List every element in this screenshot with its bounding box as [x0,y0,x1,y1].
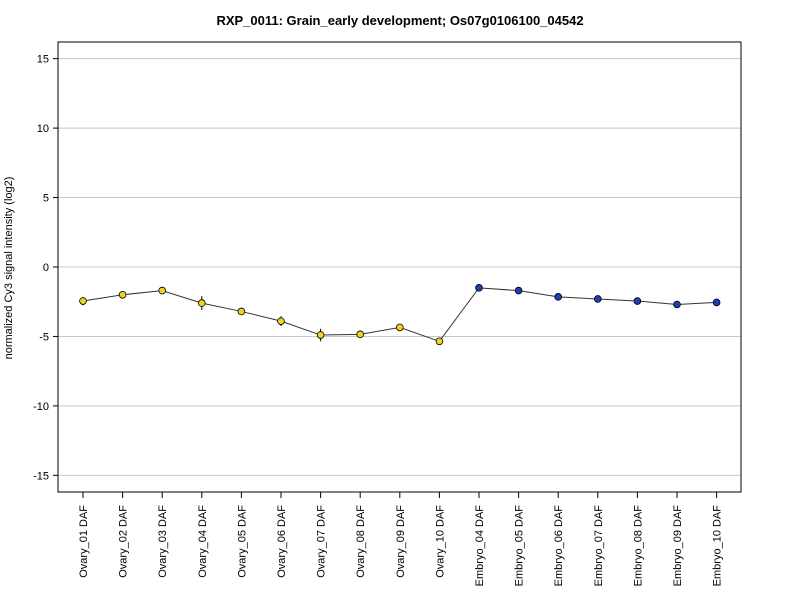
data-point [198,299,206,307]
y-tick-label: -5 [39,331,49,343]
x-tick-label: Ovary_04 DAF [197,505,209,578]
data-point [712,298,721,307]
data-point [118,290,127,299]
y-tick-label: -10 [33,401,49,413]
data-point [356,330,365,339]
data-point [237,307,246,316]
x-tick-label: Ovary_09 DAF [395,505,407,578]
x-tick-label: Embryo_10 DAF [712,505,724,587]
y-tick-label: -15 [33,470,49,482]
data-point [435,337,444,346]
x-tick-label: Ovary_02 DAF [118,505,130,578]
data-point [158,286,167,295]
data-point [475,284,483,292]
y-tick-label: 5 [43,193,49,205]
data-point [395,323,404,332]
chart-title: RXP_0011: Grain_early development; Os07g… [216,13,584,28]
x-tick-label: Ovary_03 DAF [157,505,169,578]
x-axis: Ovary_01 DAF Ovary_02 DAF Ovary_03 DAF Ovar… [78,492,724,586]
grid-lines [58,58,741,476]
data-point [673,300,681,309]
data-point [514,286,523,295]
data-point [79,297,87,305]
y-tick-label: 15 [37,54,49,66]
x-tick-label: Ovary_07 DAF [316,505,328,578]
data-point [554,293,562,301]
x-tick-label: Embryo_07 DAF [593,505,605,587]
data-point [316,331,325,339]
x-tick-label: Embryo_09 DAF [672,505,684,587]
x-tick-label: Embryo_06 DAF [553,505,565,587]
x-tick-label: Ovary_01 DAF [78,505,90,578]
x-tick-label: Embryo_08 DAF [632,505,644,587]
x-tick-label: Ovary_05 DAF [236,505,248,578]
x-tick-label: Ovary_06 DAF [276,505,288,578]
x-tick-label: Embryo_05 DAF [514,505,526,587]
data-point [277,317,285,325]
data-point [633,297,642,305]
y-tick-label: 0 [43,262,49,274]
x-tick-label: Embryo_04 DAF [474,505,486,587]
y-axis: -15 -10 -5 0 5 10 15 [33,54,58,482]
data-point [593,295,602,303]
y-tick-label: 10 [37,123,49,135]
x-tick-label: Ovary_10 DAF [434,505,446,578]
x-tick-label: Ovary_08 DAF [355,505,367,578]
data-points [79,284,721,346]
